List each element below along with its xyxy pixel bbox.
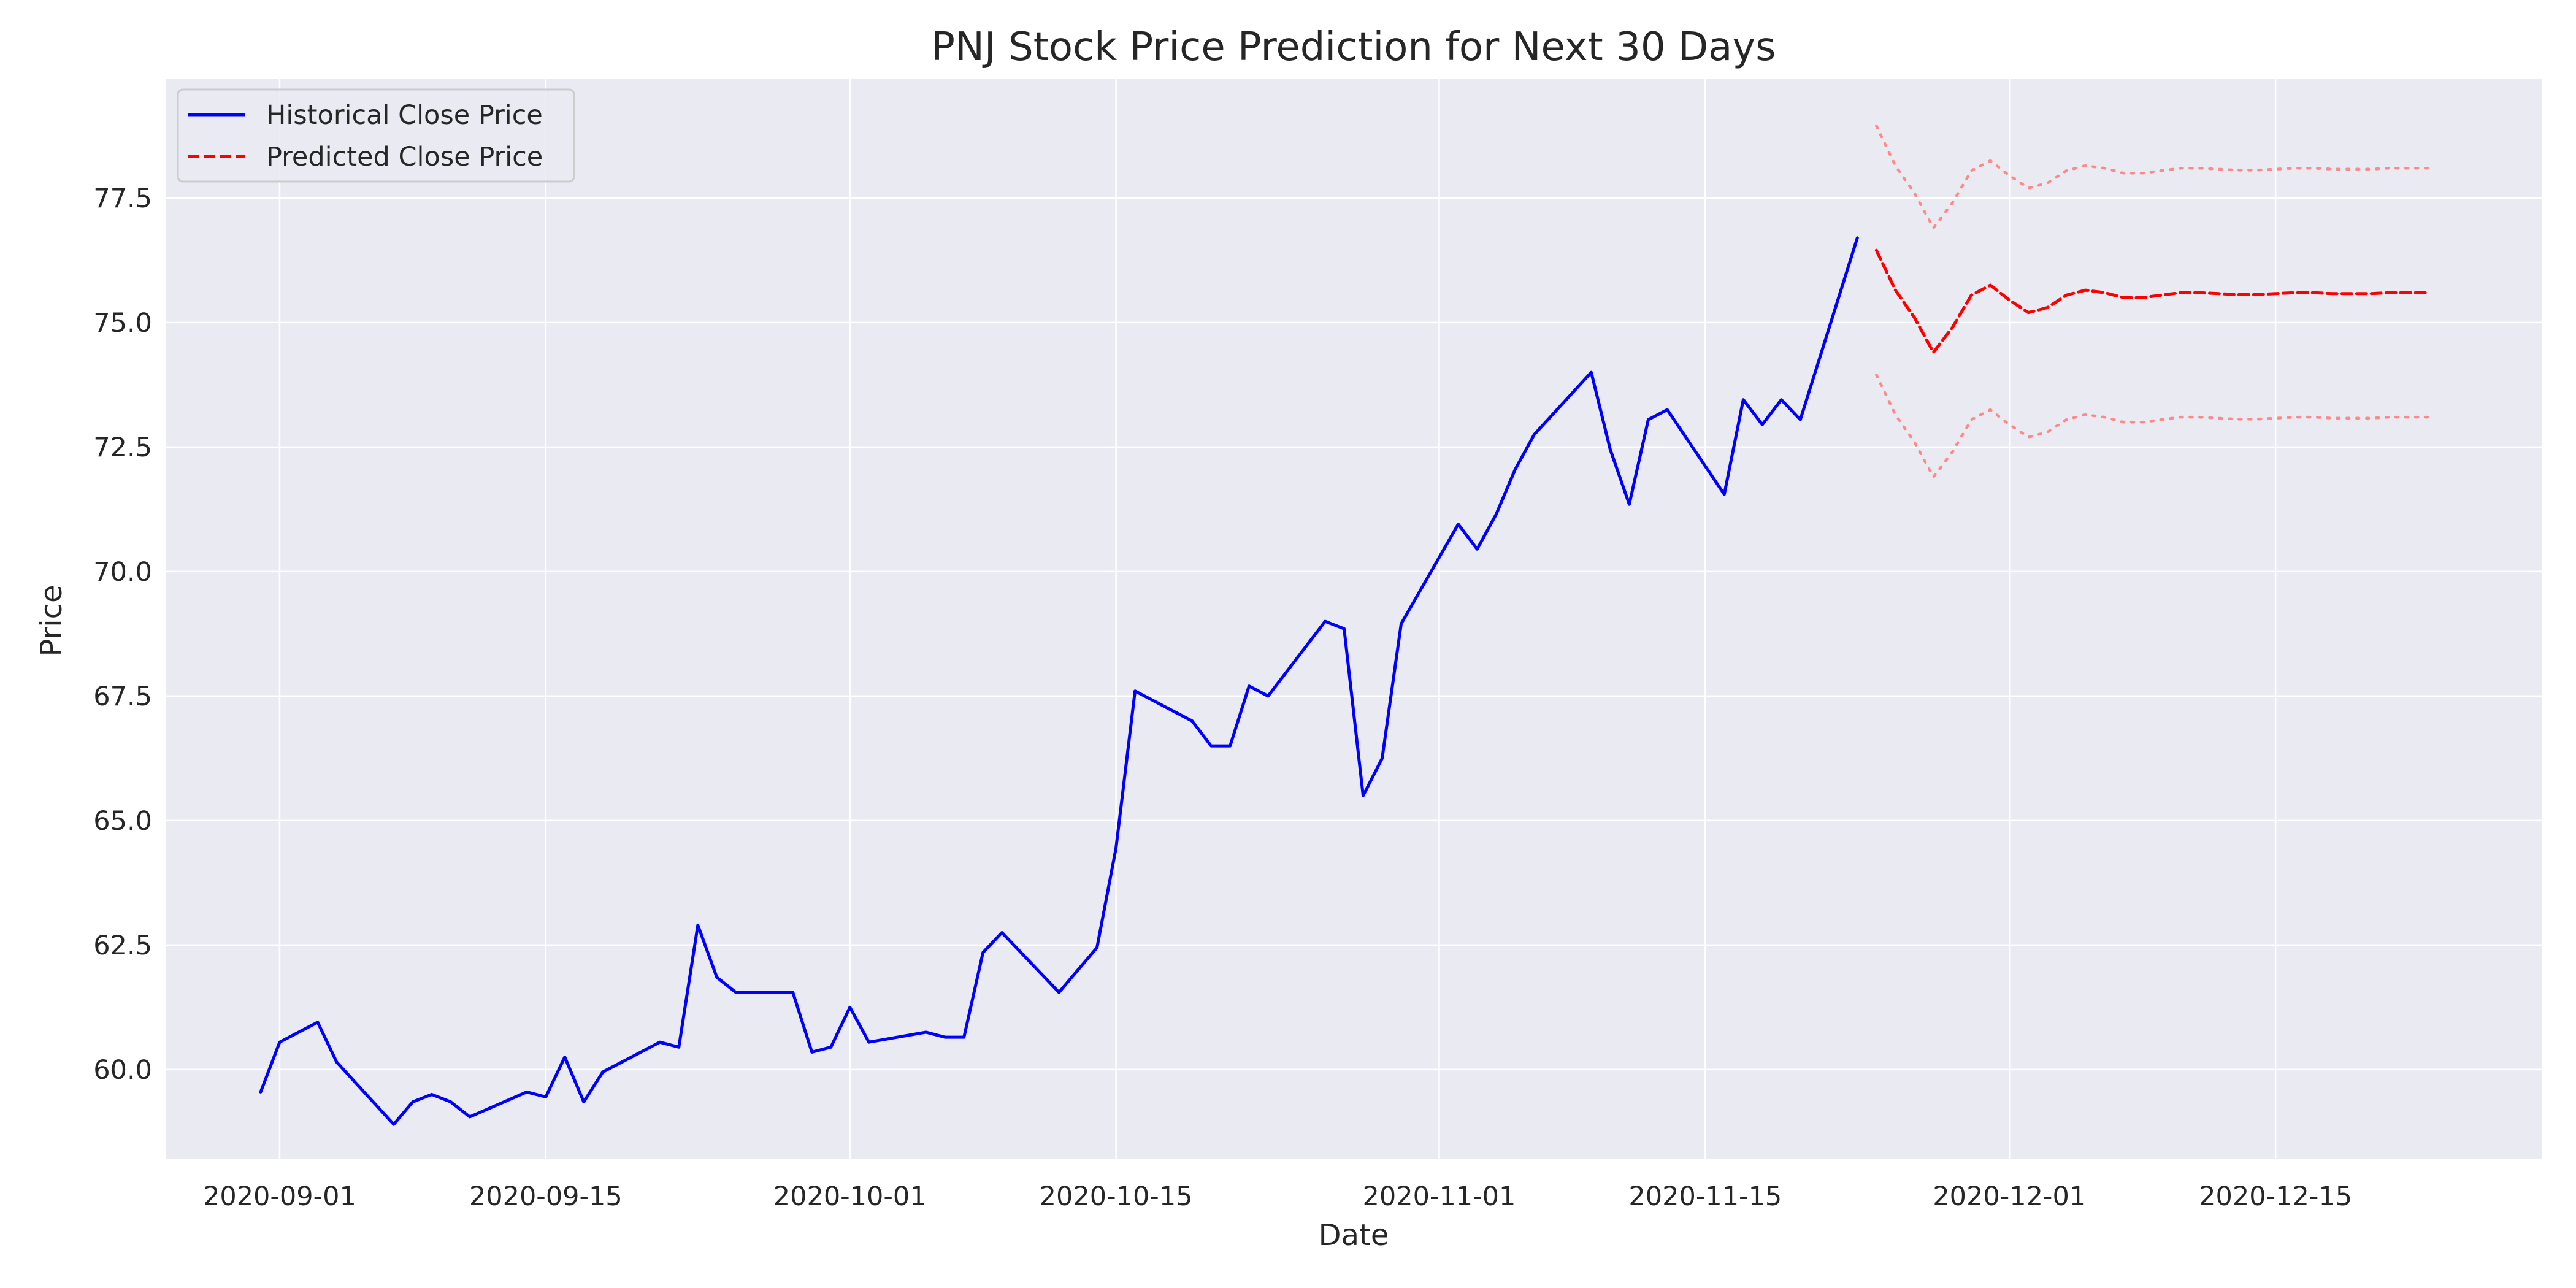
x-tick-label: 2020-09-15	[469, 1181, 623, 1212]
y-tick-label: 77.5	[93, 183, 152, 214]
y-tick-label: 60.0	[93, 1055, 152, 1086]
y-tick-label: 72.5	[93, 432, 152, 463]
x-tick-label: 2020-11-15	[1628, 1181, 1782, 1212]
grid	[166, 79, 2542, 1159]
x-axis-label: Date	[1319, 1218, 1389, 1252]
chart-title: PNJ Stock Price Prediction for Next 30 D…	[931, 25, 1776, 70]
legend-label-predicted: Predicted Close Price	[266, 142, 543, 172]
legend-label-historical: Historical Close Price	[266, 100, 543, 131]
x-tick-label: 2020-11-01	[1363, 1181, 1516, 1212]
axis-ticks: 2020-09-01 2020-09-15 2020-10-01 2020-10-15…	[93, 183, 2352, 1212]
y-tick-label: 67.5	[93, 681, 152, 712]
predicted-close-price-line	[1874, 248, 2429, 355]
x-tick-label: 2020-10-15	[1040, 1181, 1193, 1212]
lower-bound-line	[1875, 373, 2429, 478]
upper-bound-line	[1875, 124, 2429, 229]
x-tick-label: 2020-12-01	[1933, 1181, 2086, 1212]
legend: Historical Close Price Predicted Close P…	[177, 88, 575, 183]
x-tick-label: 2020-12-15	[2199, 1181, 2352, 1212]
y-axis-label: Price	[34, 585, 69, 656]
series-layer	[259, 124, 2429, 1126]
legend-box	[177, 88, 575, 183]
y-tick-label: 75.0	[93, 308, 152, 339]
x-tick-label: 2020-09-01	[203, 1181, 356, 1212]
x-tick-label: 2020-10-01	[773, 1181, 927, 1212]
y-tick-label: 65.0	[93, 806, 152, 837]
plot-area	[166, 79, 2542, 1159]
historical-close-price-line	[259, 236, 1859, 1126]
y-tick-label: 62.5	[93, 930, 152, 961]
y-tick-label: 70.0	[93, 557, 152, 588]
